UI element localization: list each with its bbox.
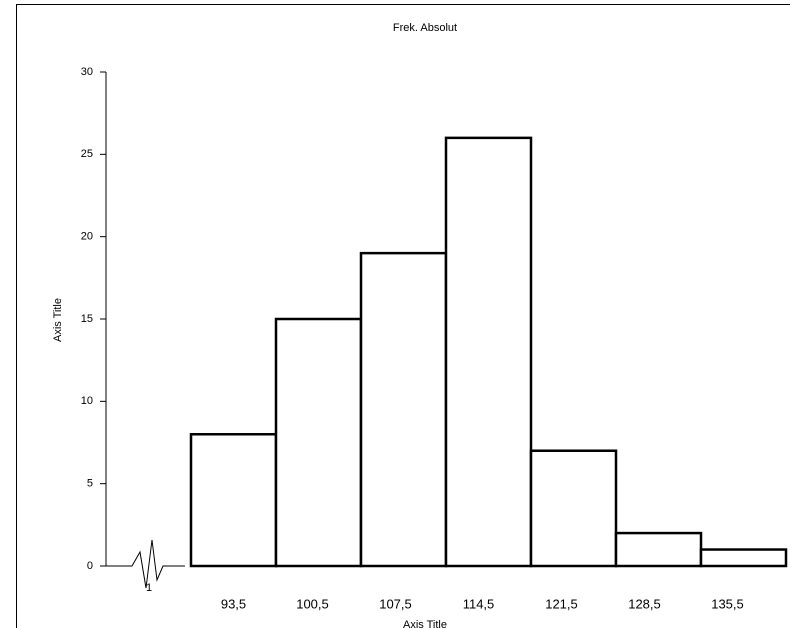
x-tick-label: 114,5 bbox=[463, 596, 495, 611]
y-tick-label: 25 bbox=[81, 148, 93, 160]
x-axis-title: Axis Title bbox=[403, 619, 447, 628]
y-tick-label: 5 bbox=[87, 478, 93, 490]
y-tick-label: 20 bbox=[81, 231, 93, 243]
bar bbox=[359, 251, 448, 568]
x-tick-label: 135,5 bbox=[711, 596, 744, 611]
bar bbox=[529, 449, 618, 568]
bar bbox=[614, 531, 703, 568]
axis-break-label: 1 bbox=[146, 582, 152, 594]
bar bbox=[444, 136, 533, 568]
x-tick-label: 93,5 bbox=[221, 596, 246, 611]
bar bbox=[699, 548, 788, 568]
y-tick-label: 15 bbox=[81, 313, 93, 325]
bar bbox=[189, 433, 278, 568]
y-tick-label: 10 bbox=[81, 395, 93, 407]
axis-break bbox=[106, 539, 185, 589]
x-tick-label: 107,5 bbox=[379, 596, 412, 611]
x-tick-label: 128,5 bbox=[628, 596, 661, 611]
y-tick-label: 30 bbox=[81, 66, 93, 78]
y-axis-title: Axis Title bbox=[52, 298, 64, 342]
chart-title: Frek. Absolut bbox=[393, 22, 457, 34]
x-tick-label: 121,5 bbox=[545, 596, 578, 611]
y-tick-label: 0 bbox=[87, 560, 93, 572]
bar bbox=[274, 317, 363, 568]
x-tick-label: 100,5 bbox=[296, 596, 329, 611]
